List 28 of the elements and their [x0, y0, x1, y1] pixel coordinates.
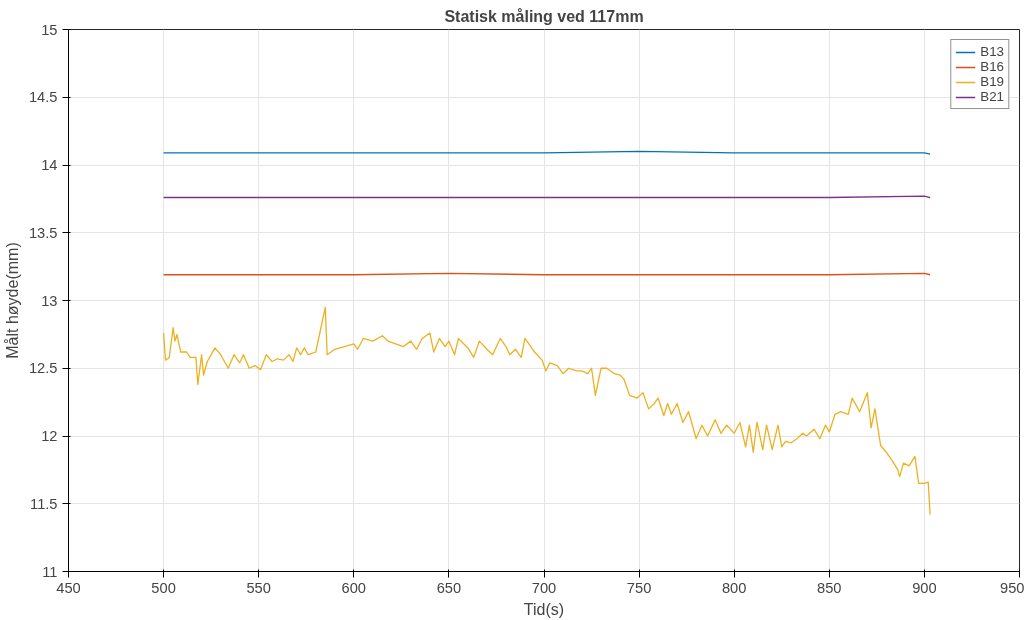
legend-label: B16 — [980, 59, 1004, 74]
x-tick-label: 750 — [626, 579, 652, 596]
y-tick-label: 13.5 — [28, 224, 58, 241]
x-tick-label: 950 — [1000, 579, 1024, 596]
y-tick-label: 14.5 — [28, 89, 58, 106]
y-tick-label: 11 — [42, 563, 58, 580]
line-series — [162, 306, 931, 516]
y-tick-label: 11.5 — [30, 495, 58, 512]
y-tick-label: 15 — [41, 21, 58, 38]
legend-label: B19 — [980, 74, 1004, 89]
x-tick-label: 850 — [817, 579, 842, 596]
legend-label: B21 — [980, 89, 1004, 104]
x-tick-label: 600 — [341, 579, 367, 596]
y-tick-label: 12 — [41, 428, 58, 444]
x-tick-label: 700 — [531, 579, 557, 596]
chart-title: Statisk måling ved 117mm — [444, 7, 644, 25]
legend-label: B13 — [980, 44, 1004, 59]
x-tick-label: 650 — [436, 579, 462, 596]
x-tick-label: 500 — [151, 579, 176, 596]
x-tick-label: 550 — [246, 579, 271, 596]
x-axis-title: Tid(s) — [523, 600, 565, 618]
y-tick-label: 12.5 — [28, 360, 58, 377]
y-tick-label: 13 — [41, 292, 58, 309]
x-tick-label: 900 — [912, 579, 937, 596]
x-tick-label: 800 — [721, 579, 747, 596]
x-tick-label: 450 — [56, 579, 81, 596]
y-tick-label: 14 — [41, 157, 58, 173]
y-axis-title: Målt høyde(mm) — [3, 242, 21, 359]
